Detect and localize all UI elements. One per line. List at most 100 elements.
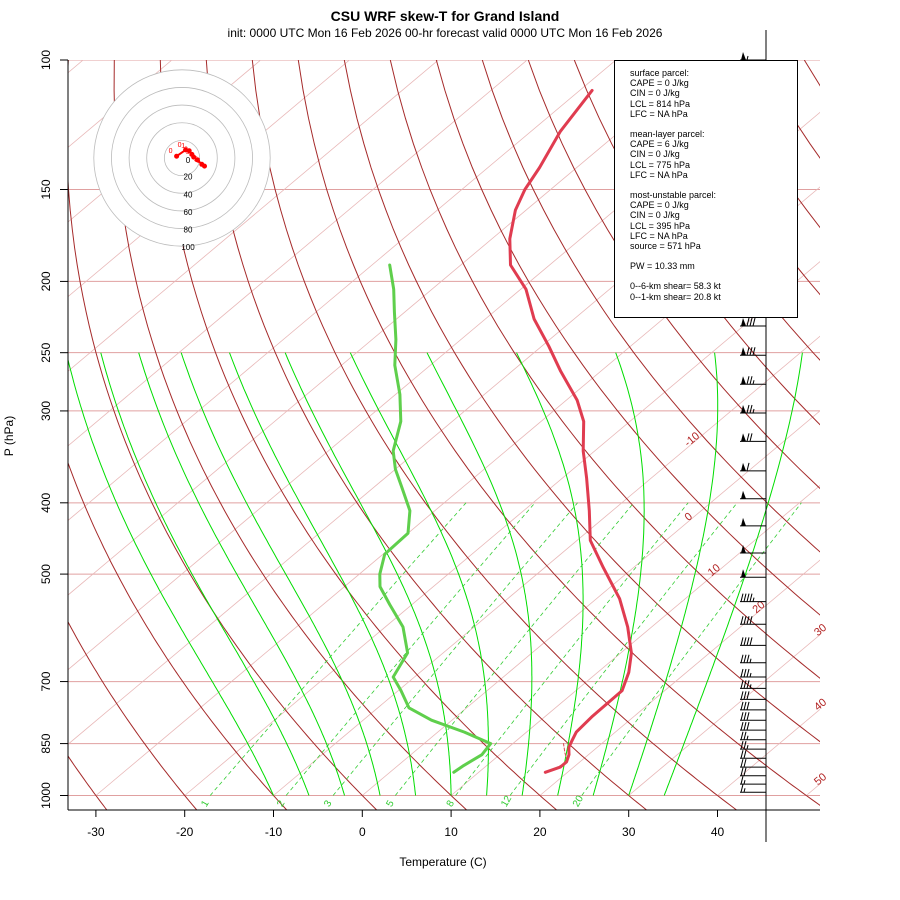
info-line: CIN = 0 J/kg [630, 210, 680, 221]
wind-barb-pennant [741, 52, 746, 60]
info-line: CAPE = 6 J/kg [630, 139, 689, 150]
precipitable-water-block: PW = 10.33 mm [630, 261, 797, 271]
wind-barb-flag [746, 722, 750, 731]
wind-barb-flag [743, 668, 747, 678]
mixing-ratio-line [332, 502, 578, 796]
hodograph-point-label: 0 [178, 142, 182, 149]
wind-barb-flag [740, 616, 744, 625]
info-line: LCL = 395 hPa [630, 220, 690, 231]
wind-barb-half-flag [746, 55, 749, 61]
wind-barb-flag [749, 637, 753, 646]
isotherm-line [68, 60, 706, 596]
hodograph-point-label: 0 [169, 148, 173, 155]
isotherm-line [68, 60, 439, 372]
y-tick-label: 300 [39, 401, 53, 421]
dry-adiabat [527, 60, 820, 490]
wind-barb-flag [740, 741, 744, 750]
y-axis-label: P (hPa) [2, 416, 16, 456]
dewpoint-trace [378, 263, 493, 774]
hodograph-ring [163, 139, 201, 177]
wind-barb [740, 347, 766, 356]
wind-barb-flag [749, 616, 753, 625]
wind-barb-flag [740, 593, 744, 602]
chart-title: CSU WRF skew-T for Grand Island [331, 8, 560, 24]
wind-barb-pennant [741, 569, 746, 578]
wind-barb-pennant [741, 490, 746, 499]
isotherm-line [273, 335, 820, 796]
info-line: CIN = 0 J/kg [630, 149, 680, 160]
y-tick-label: 500 [39, 564, 53, 584]
info-line: CIN = 0 J/kg [630, 88, 680, 99]
dry-adiabat [896, 60, 900, 811]
wind-barb-flag [752, 347, 756, 356]
wind-barb-flag [752, 317, 756, 327]
info-line: CAPE = 0 J/kg [630, 200, 689, 211]
wind-barb [740, 593, 766, 603]
hodograph-ring-label: 80 [184, 226, 193, 235]
dry-adiabat [113, 60, 468, 810]
wind-barb-pennant [741, 347, 746, 356]
wind-barb-pennant [741, 462, 746, 471]
wind-barb [740, 404, 766, 414]
wind-barb [740, 784, 766, 793]
wind-barb [740, 750, 766, 759]
wind-barb [740, 767, 766, 777]
surface-parcel-block: surface parcel: CAPE = 0 J/kg CIN = 0 J/kg… [630, 68, 797, 119]
wind-barb-flag [740, 750, 744, 759]
y-tick-label: 100 [39, 50, 53, 70]
wind-barb-half-flag [746, 745, 749, 750]
wind-barb-flag [743, 691, 747, 700]
hodograph-point-label: 2 [184, 146, 188, 153]
mean-layer-parcel-block: mean-layer parcel: CAPE = 6 J/kg CIN = 0 J… [630, 129, 797, 180]
wind-barb-flag [749, 593, 753, 602]
hodograph-point-label: 1 [181, 143, 185, 150]
wind-barb-flag [746, 616, 750, 625]
wind-barb [740, 433, 766, 442]
chart-subtitle: init: 0000 UTC Mon 16 Feb 2026 00-hr for… [228, 26, 663, 40]
dry-adiabat [850, 60, 900, 811]
wind-barb-half-flag [749, 684, 752, 689]
wind-barb-flag [743, 701, 747, 711]
wind-barb-flag [743, 722, 747, 731]
wind-barb-flag [743, 741, 747, 750]
y-tick-label: 200 [39, 271, 53, 291]
dry-adiabat [573, 60, 820, 426]
wind-barb [740, 712, 766, 721]
info-line: LFC = NA hPa [630, 230, 688, 241]
wind-barb-flag [746, 712, 750, 721]
x-tick-label: 30 [622, 825, 636, 839]
wind-barb-flag [740, 654, 744, 663]
mixing-ratio-label: 2 [275, 798, 288, 809]
wind-barb-flag [740, 701, 744, 711]
wind-barb-pennant [741, 376, 746, 385]
wind-barb [740, 691, 766, 700]
wind-barb-flag [746, 433, 750, 442]
wind-barb-half-flag [749, 658, 752, 663]
info-line: mean-layer parcel: [630, 129, 705, 140]
wind-barb-flag [746, 637, 750, 646]
moist-adiabat [100, 352, 310, 796]
wind-barb-half-flag [752, 597, 755, 602]
wind-barb-flag [746, 701, 750, 711]
hodograph-point-label: 5 [194, 156, 198, 163]
wind-barb [740, 680, 766, 689]
mixing-ratio-line [209, 502, 467, 796]
isotherm-label: 10 [706, 562, 723, 579]
hodograph-ring-label: 100 [181, 243, 195, 252]
wind-barb-flag [749, 317, 753, 327]
wind-barb-flag [749, 376, 753, 385]
info-line: 0--1-km shear= 20.8 kt [630, 291, 721, 302]
wind-barb [740, 544, 766, 554]
wind-barb [740, 654, 766, 664]
isotherm-line [68, 60, 528, 447]
x-tick-label: 10 [444, 825, 458, 839]
wind-barb-flag [740, 767, 744, 776]
dry-adiabat [68, 60, 378, 810]
wind-barb-flag [740, 712, 744, 721]
wind-barb-flag [749, 404, 753, 414]
wind-barb-half-flag [743, 788, 746, 793]
moist-adiabat [180, 352, 381, 796]
moist-adiabat [229, 352, 417, 796]
